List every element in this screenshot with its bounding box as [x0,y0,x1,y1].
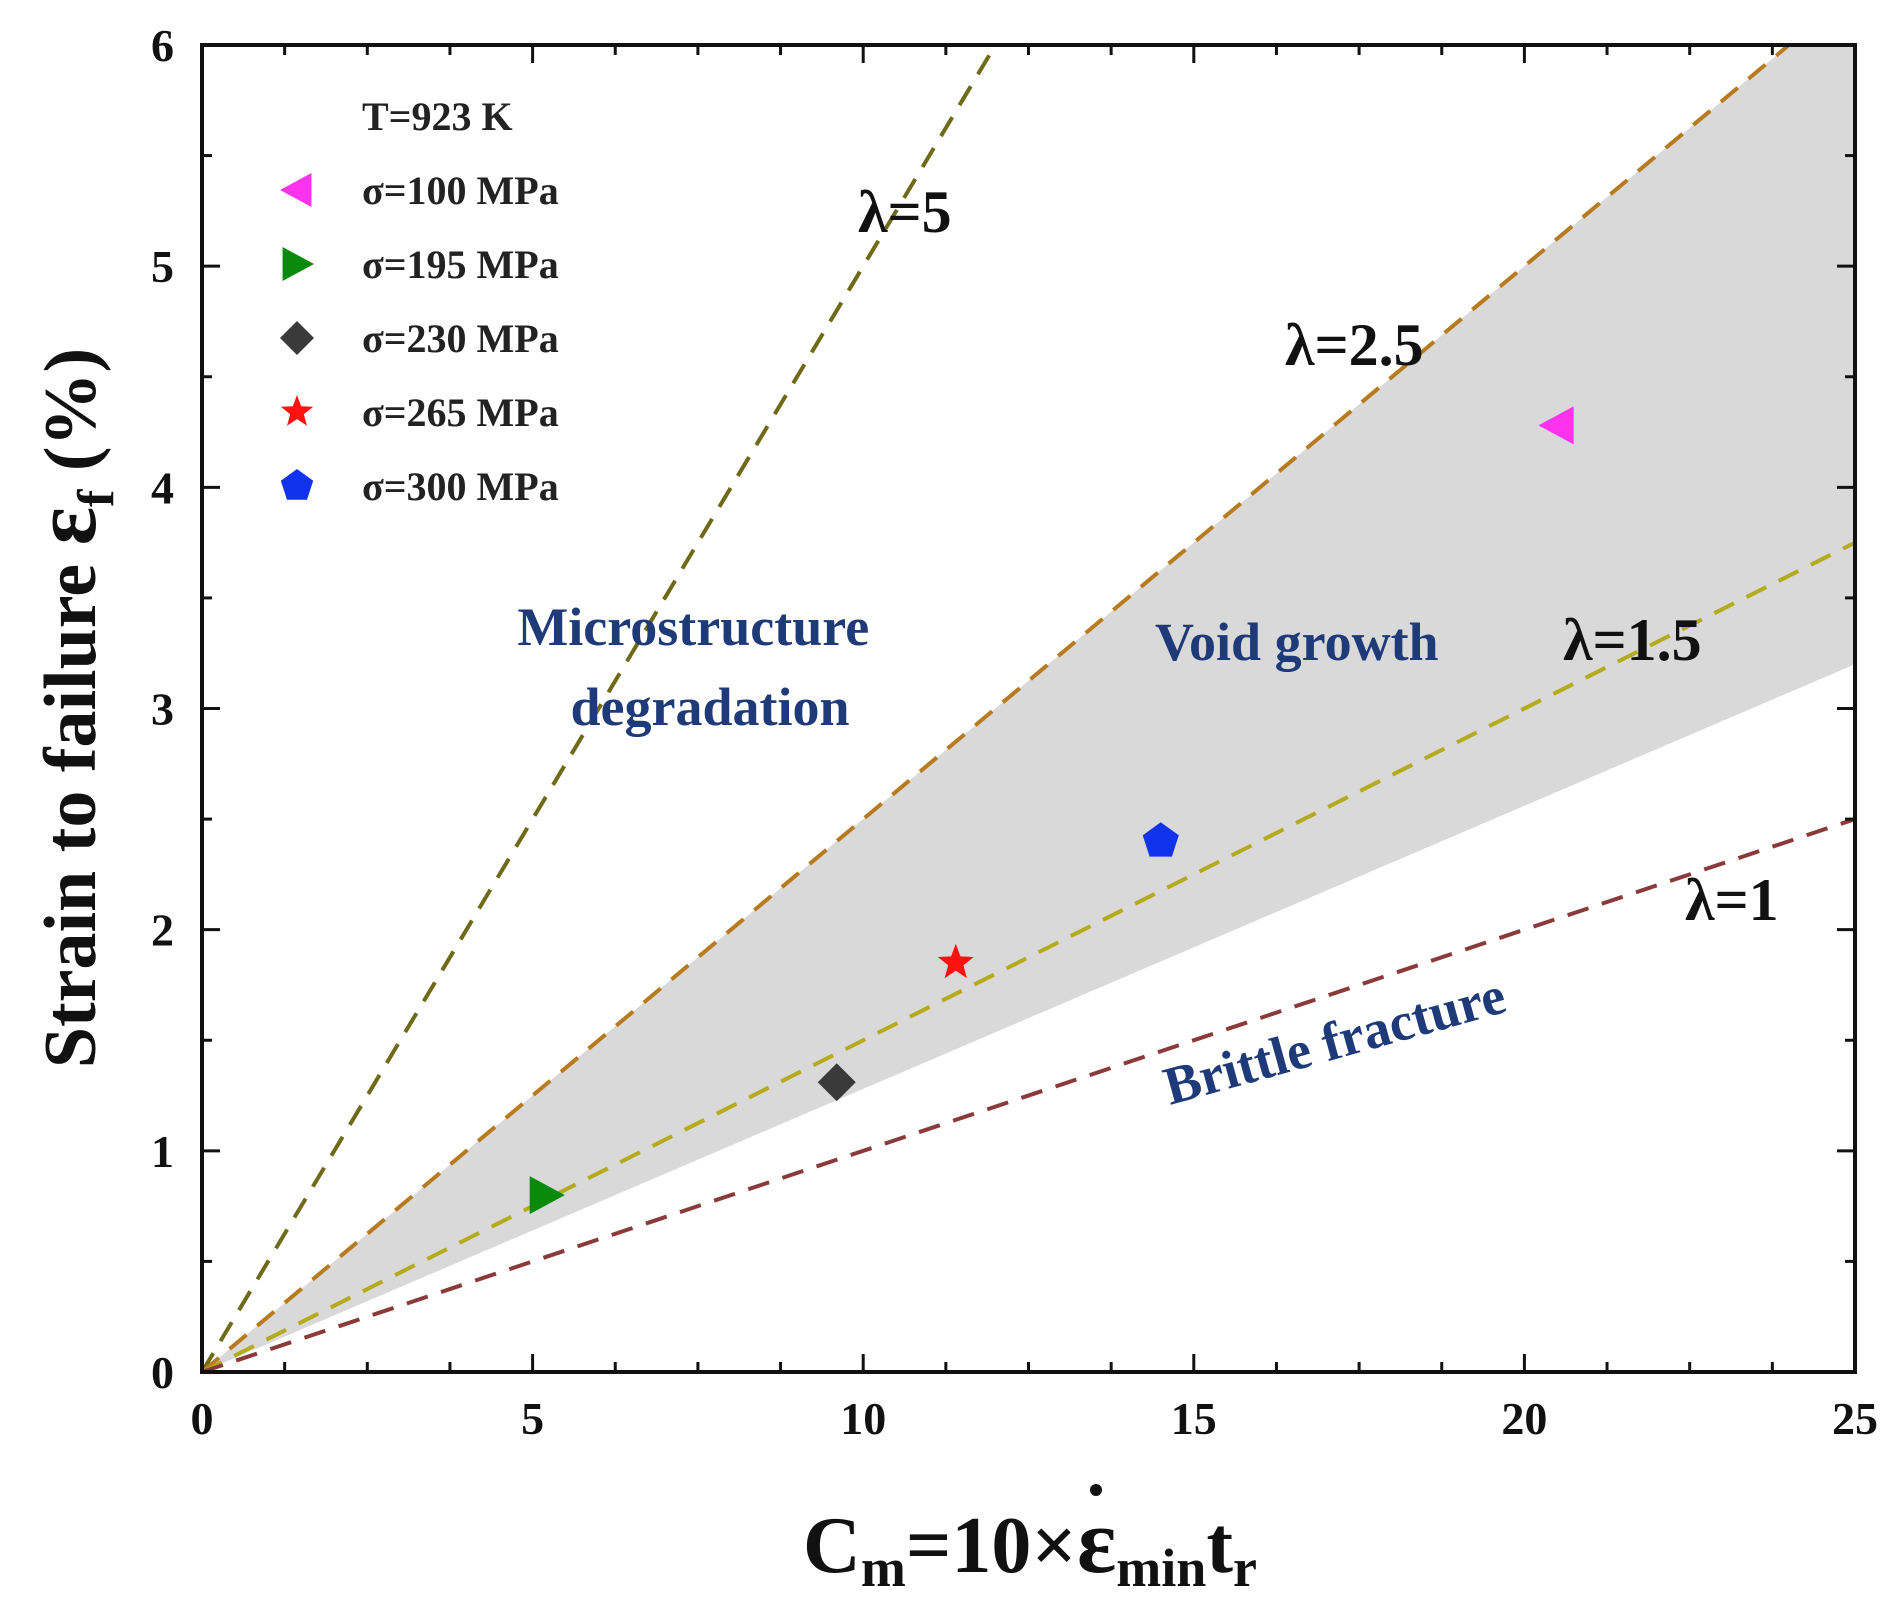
reference-line-0 [200,43,998,1374]
x-tick-label: 20 [1501,1393,1547,1444]
lambda-5-label: λ=5 [858,179,952,245]
y-tick-label: 4 [151,462,174,513]
x-axis-title: Cm=10×εmintr [803,1490,1257,1598]
legend: T=923 K σ=100 MPa σ=195 MPa σ=230 MPa σ=265… [280,94,559,509]
shaded-region-polygon [202,45,1855,1372]
void-growth-shaded-region [202,45,1855,1372]
brittle-fracture-label: Brittle fracture [1157,965,1512,1117]
legend-marker-2 [280,321,314,355]
x-tick-label: 15 [1171,1393,1217,1444]
data-point-0-0 [1538,406,1574,445]
y-tick-label: 5 [151,241,174,292]
legend-label-0: σ=100 MPa [362,168,559,213]
reference-line-3 [201,817,1856,1374]
legend-label-1: σ=195 MPa [362,242,559,287]
legend-title: T=923 K [362,94,513,139]
x-tick-label: 10 [840,1393,886,1444]
x-tick-label: 5 [521,1393,544,1444]
legend-label-2: σ=230 MPa [362,316,559,361]
lambda-2-5-label: λ=2.5 [1285,312,1424,378]
reference-line-1 [200,43,1791,1374]
legend-marker-4 [280,469,314,500]
axis-ticks [200,43,1857,1374]
data-point-4-0 [1142,822,1179,857]
legend-marker-3 [280,395,314,426]
void-growth-label: Void growth [1155,612,1439,672]
legend-items: σ=100 MPa σ=195 MPa σ=230 MPa σ=265 MPa σ=30… [280,168,559,509]
legend-label-4: σ=300 MPa [362,464,559,509]
x-tick-label: 0 [191,1393,214,1444]
legend-label-3: σ=265 MPa [362,390,559,435]
data-point-2-0 [817,1063,856,1102]
y-tick-labels: 0 1 2 3 4 5 6 [151,20,174,1398]
legend-marker-0 [280,173,312,207]
data-points [529,406,1574,1215]
microstructure-degradation-label: Microstructure degradation [517,597,882,737]
lambda-1-5-label: λ=1.5 [1563,607,1702,673]
lambda-1-label: λ=1 [1685,867,1779,933]
y-tick-label: 2 [151,905,174,956]
x-tick-labels: 0 5 10 15 20 25 [191,1393,1879,1444]
data-point-3-0 [937,943,974,979]
y-tick-label: 0 [151,1347,174,1398]
reference-lines [200,43,1856,1374]
y-tick-label: 6 [151,20,174,71]
data-point-1-0 [529,1176,565,1215]
y-axis-title: Strain to failure εf (%) [16,348,125,1068]
reference-line-2 [201,540,1856,1374]
epsilon-dot-accent [1090,1484,1102,1496]
x-tick-label: 25 [1832,1393,1878,1444]
y-tick-label: 3 [151,684,174,735]
legend-marker-1 [282,247,314,281]
y-tick-label: 1 [151,1126,174,1177]
